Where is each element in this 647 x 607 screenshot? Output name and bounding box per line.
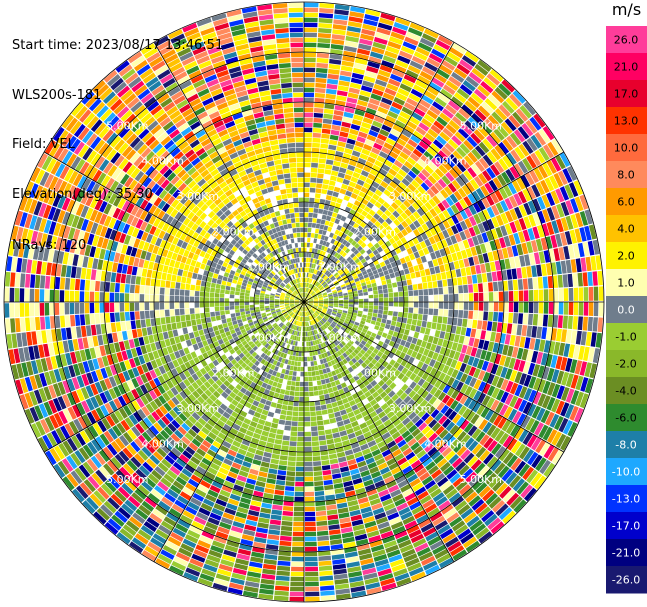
colorbar-tick-label: -6.0 bbox=[615, 412, 636, 425]
azimuth-spoke bbox=[43, 151, 305, 303]
colorbar-swatch bbox=[606, 458, 647, 486]
colorbar-swatch bbox=[606, 215, 647, 243]
range-ring-label: 2.00Km bbox=[212, 225, 254, 238]
colorbar-swatch bbox=[606, 80, 647, 108]
range-ring-label: 4.00Km bbox=[424, 155, 466, 168]
colorbar-swatch bbox=[606, 377, 647, 405]
start-time-label: Start time: 2023/08/17 13:46:51 bbox=[12, 38, 224, 53]
velocity-rays bbox=[4, 2, 604, 602]
colorbar-tick-label: 26.0 bbox=[614, 34, 639, 47]
colorbar-swatch bbox=[606, 323, 647, 351]
azimuth-spoke bbox=[303, 151, 564, 303]
nrays-label: NRays: 120 bbox=[12, 237, 87, 253]
colorbar-tick-label: -30.0 bbox=[612, 601, 640, 607]
colorbar-tick-label: 6.0 bbox=[617, 196, 635, 209]
range-ring-label: 1.00Km bbox=[247, 331, 289, 344]
colorbar-tick-label: 8.0 bbox=[617, 169, 635, 182]
ppi-radar-plot: 1.00Km 1.00Km 1.00Km 1.00Km 2.00Km 2.00Km 2.00… bbox=[3, 1, 605, 603]
colorbar-tick-label: 4.0 bbox=[617, 223, 635, 236]
colorbar-swatch bbox=[606, 134, 647, 162]
colorbar-swatch bbox=[606, 26, 647, 54]
colorbar-swatch bbox=[606, 269, 647, 297]
colorbar-tick-label: -21.0 bbox=[612, 547, 640, 560]
range-ring-label: 4.00Km bbox=[141, 155, 183, 168]
range-ring-label: 1.00Km bbox=[247, 261, 289, 274]
colorbar-swatch bbox=[606, 161, 647, 189]
colorbar-tick-label: 2.0 bbox=[617, 250, 635, 263]
azimuth-spoke bbox=[303, 301, 455, 562]
azimuth-spoke bbox=[303, 301, 564, 453]
colorbar-swatch bbox=[606, 188, 647, 216]
scan-info: Start time: 2023/08/17 13:46:51 WLS200s-… bbox=[12, 5, 223, 271]
colorbar-swatch bbox=[606, 242, 647, 270]
range-ring-label: 3.00Km bbox=[177, 190, 219, 203]
colorbar-swatch bbox=[606, 485, 647, 513]
range-ring-label: 2.00Km bbox=[353, 367, 395, 380]
range-ring-label: 2.00Km bbox=[353, 225, 395, 238]
colorbar-tick-label: -2.0 bbox=[615, 358, 636, 371]
colorbar-swatch bbox=[606, 431, 647, 459]
colorbar-tick-label: 21.0 bbox=[614, 61, 639, 74]
colorbar-swatch bbox=[606, 539, 647, 567]
range-ring-labels: 1.00Km 1.00Km 1.00Km 1.00Km 2.00Km 2.00Km 2.00… bbox=[106, 119, 502, 486]
range-ring-label: 4.00Km bbox=[141, 437, 183, 450]
colorbar-swatch bbox=[606, 296, 647, 324]
colorbar-swatch bbox=[606, 512, 647, 540]
range-ring-label: 5.00Km bbox=[460, 473, 502, 486]
range-ring-label: 5.00Km bbox=[106, 119, 148, 132]
colorbar-tick-label: 17.0 bbox=[614, 88, 639, 101]
site-label: WLS200s-181 bbox=[12, 87, 102, 103]
colorbar-tick-label: 0.0 bbox=[617, 304, 635, 317]
colorbar-tick-label: -1.0 bbox=[615, 331, 636, 344]
azimuth-spoke bbox=[43, 301, 305, 453]
colorbar-tick-label: -4.0 bbox=[615, 385, 636, 398]
range-ring-label: 1.00Km bbox=[318, 331, 360, 344]
range-ring-label: 2.00Km bbox=[212, 367, 254, 380]
colorbar-swatch bbox=[606, 350, 647, 378]
colorbar-unit: m/s bbox=[611, 0, 642, 19]
field-label: Field: VEL bbox=[12, 137, 75, 152]
range-ring-label: 3.00Km bbox=[389, 190, 431, 203]
elevation-label: Elevation(deg): 35.30 bbox=[12, 186, 153, 202]
colorbar-tick-label: 1.0 bbox=[617, 277, 635, 290]
colorbar-swatch bbox=[606, 107, 647, 135]
colorbar-tick-label: -26.0 bbox=[612, 574, 640, 587]
range-ring-label: 3.00Km bbox=[177, 402, 219, 415]
colorbar-tick-label: -17.0 bbox=[612, 520, 640, 533]
colorbar-swatch bbox=[606, 404, 647, 432]
range-ring-label: 4.00Km bbox=[424, 437, 466, 450]
colorbar-swatch bbox=[606, 53, 647, 81]
range-ring-label: 3.00Km bbox=[389, 402, 431, 415]
azimuth-spoke bbox=[153, 41, 305, 303]
range-ring-label: 5.00Km bbox=[106, 473, 148, 486]
azimuth-spoke bbox=[153, 301, 305, 562]
colorbar-tick-label: -8.0 bbox=[615, 439, 636, 452]
colorbar-tick-label: -13.0 bbox=[612, 493, 640, 506]
azimuth-spoke bbox=[303, 41, 455, 303]
colorbar-tick-label: -10.0 bbox=[612, 466, 640, 479]
colorbar-tick-label: 10.0 bbox=[614, 142, 639, 155]
azimuth-spokes bbox=[4, 2, 604, 602]
velocity-colorbar: 26.0 21.0 17.0 13.0 10.0 8.0 6.0 4.0 2.0 1.0 0.0 -1… bbox=[606, 26, 647, 607]
range-ring-label: 1.00Km bbox=[318, 261, 360, 274]
range-ring-label: 5.00Km bbox=[460, 119, 502, 132]
colorbar-swatch bbox=[606, 566, 647, 594]
colorbar-tick-label: 13.0 bbox=[614, 115, 639, 128]
